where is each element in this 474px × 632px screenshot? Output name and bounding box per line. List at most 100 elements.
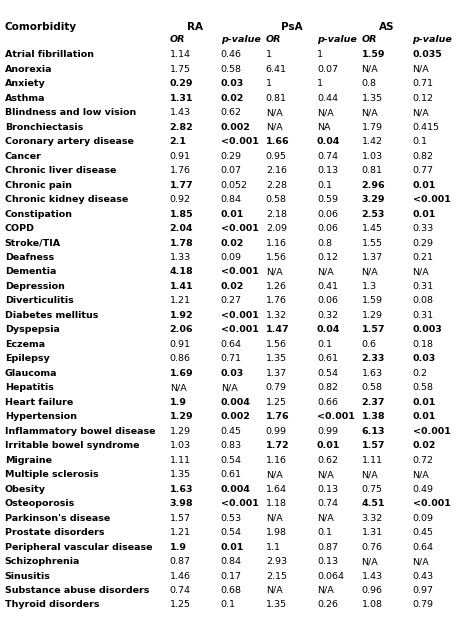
Text: 1.26: 1.26 bbox=[266, 282, 287, 291]
Text: 0.01: 0.01 bbox=[221, 542, 244, 552]
Text: 2.53: 2.53 bbox=[362, 210, 385, 219]
Text: N/A: N/A bbox=[362, 65, 378, 74]
Text: 0.43: 0.43 bbox=[412, 571, 434, 581]
Text: 1.14: 1.14 bbox=[170, 51, 191, 59]
Text: 1.64: 1.64 bbox=[266, 485, 287, 494]
Text: AS: AS bbox=[379, 22, 395, 32]
Text: 0.97: 0.97 bbox=[412, 586, 434, 595]
Text: 0.81: 0.81 bbox=[266, 94, 287, 103]
Text: Dementia: Dementia bbox=[5, 267, 56, 276]
Text: 0.1: 0.1 bbox=[317, 528, 332, 537]
Text: 0.76: 0.76 bbox=[362, 542, 383, 552]
Text: N/A: N/A bbox=[170, 384, 186, 392]
Text: 0.99: 0.99 bbox=[266, 427, 287, 435]
Text: NA: NA bbox=[317, 123, 330, 131]
Text: 1: 1 bbox=[317, 51, 323, 59]
Text: Prostate disorders: Prostate disorders bbox=[5, 528, 104, 537]
Text: 1.76: 1.76 bbox=[266, 412, 290, 422]
Text: Glaucoma: Glaucoma bbox=[5, 369, 57, 378]
Text: 0.002: 0.002 bbox=[221, 123, 251, 131]
Text: 1.37: 1.37 bbox=[266, 369, 287, 378]
Text: 2.37: 2.37 bbox=[362, 398, 385, 407]
Text: 4.51: 4.51 bbox=[362, 499, 385, 508]
Text: Cancer: Cancer bbox=[5, 152, 42, 161]
Text: 1: 1 bbox=[317, 79, 323, 88]
Text: 1.33: 1.33 bbox=[170, 253, 191, 262]
Text: 3.32: 3.32 bbox=[362, 514, 383, 523]
Text: 1.03: 1.03 bbox=[170, 441, 191, 450]
Text: 0.09: 0.09 bbox=[412, 514, 434, 523]
Text: N/A: N/A bbox=[317, 586, 334, 595]
Text: 1.76: 1.76 bbox=[170, 166, 191, 175]
Text: 0.74: 0.74 bbox=[317, 499, 338, 508]
Text: 1.16: 1.16 bbox=[266, 238, 287, 248]
Text: 1.3: 1.3 bbox=[362, 282, 377, 291]
Text: 1.35: 1.35 bbox=[266, 355, 287, 363]
Text: 0.035: 0.035 bbox=[412, 51, 442, 59]
Text: 0.58: 0.58 bbox=[266, 195, 287, 204]
Text: N/A: N/A bbox=[317, 108, 334, 118]
Text: 0.72: 0.72 bbox=[412, 456, 434, 465]
Text: 0.03: 0.03 bbox=[221, 369, 244, 378]
Text: 0.12: 0.12 bbox=[317, 253, 338, 262]
Text: 0.53: 0.53 bbox=[221, 514, 242, 523]
Text: 1.16: 1.16 bbox=[266, 456, 287, 465]
Text: 1.69: 1.69 bbox=[170, 369, 193, 378]
Text: 0.41: 0.41 bbox=[317, 282, 338, 291]
Text: N/A: N/A bbox=[412, 65, 429, 74]
Text: 1.79: 1.79 bbox=[362, 123, 383, 131]
Text: 0.91: 0.91 bbox=[170, 340, 191, 349]
Text: 0.31: 0.31 bbox=[412, 282, 434, 291]
Text: 1.1: 1.1 bbox=[266, 542, 281, 552]
Text: Inflammatory bowel disease: Inflammatory bowel disease bbox=[5, 427, 155, 435]
Text: 0.87: 0.87 bbox=[170, 557, 191, 566]
Text: 1.35: 1.35 bbox=[362, 94, 383, 103]
Text: 0.01: 0.01 bbox=[412, 412, 436, 422]
Text: 0.03: 0.03 bbox=[221, 79, 244, 88]
Text: 0.8: 0.8 bbox=[362, 79, 376, 88]
Text: 0.13: 0.13 bbox=[317, 485, 338, 494]
Text: 1.37: 1.37 bbox=[362, 253, 383, 262]
Text: 1.76: 1.76 bbox=[266, 296, 287, 305]
Text: 4.18: 4.18 bbox=[170, 267, 193, 276]
Text: Stroke/TIA: Stroke/TIA bbox=[5, 238, 61, 248]
Text: 0.74: 0.74 bbox=[317, 152, 338, 161]
Text: 0.58: 0.58 bbox=[412, 384, 434, 392]
Text: 2.16: 2.16 bbox=[266, 166, 287, 175]
Text: N/A: N/A bbox=[266, 514, 283, 523]
Text: 1.75: 1.75 bbox=[170, 65, 191, 74]
Text: 0.02: 0.02 bbox=[221, 94, 244, 103]
Text: 0.1: 0.1 bbox=[412, 137, 428, 146]
Text: Anxiety: Anxiety bbox=[5, 79, 46, 88]
Text: 0.01: 0.01 bbox=[412, 398, 436, 407]
Text: 0.003: 0.003 bbox=[412, 325, 442, 334]
Text: 0.004: 0.004 bbox=[221, 398, 251, 407]
Text: 0.03: 0.03 bbox=[412, 355, 436, 363]
Text: N/A: N/A bbox=[317, 267, 334, 276]
Text: Obesity: Obesity bbox=[5, 485, 46, 494]
Text: 1.72: 1.72 bbox=[266, 441, 290, 450]
Text: 0.32: 0.32 bbox=[317, 311, 338, 320]
Text: 1.57: 1.57 bbox=[362, 325, 385, 334]
Text: 0.04: 0.04 bbox=[317, 325, 340, 334]
Text: 1.55: 1.55 bbox=[362, 238, 383, 248]
Text: 2.82: 2.82 bbox=[170, 123, 193, 131]
Text: <0.001: <0.001 bbox=[317, 412, 355, 422]
Text: 2.33: 2.33 bbox=[362, 355, 385, 363]
Text: 0.81: 0.81 bbox=[362, 166, 383, 175]
Text: 1.85: 1.85 bbox=[170, 210, 193, 219]
Text: 1.18: 1.18 bbox=[266, 499, 287, 508]
Text: N/A: N/A bbox=[362, 557, 378, 566]
Text: 0.62: 0.62 bbox=[317, 456, 338, 465]
Text: 0.06: 0.06 bbox=[317, 296, 338, 305]
Text: 0.96: 0.96 bbox=[362, 586, 383, 595]
Text: 0.79: 0.79 bbox=[266, 384, 287, 392]
Text: 2.93: 2.93 bbox=[266, 557, 287, 566]
Text: 0.04: 0.04 bbox=[317, 137, 340, 146]
Text: N/A: N/A bbox=[266, 470, 283, 479]
Text: 1.45: 1.45 bbox=[362, 224, 383, 233]
Text: 1.98: 1.98 bbox=[266, 528, 287, 537]
Text: N/A: N/A bbox=[317, 514, 334, 523]
Text: Heart failure: Heart failure bbox=[5, 398, 73, 407]
Text: 1.57: 1.57 bbox=[170, 514, 191, 523]
